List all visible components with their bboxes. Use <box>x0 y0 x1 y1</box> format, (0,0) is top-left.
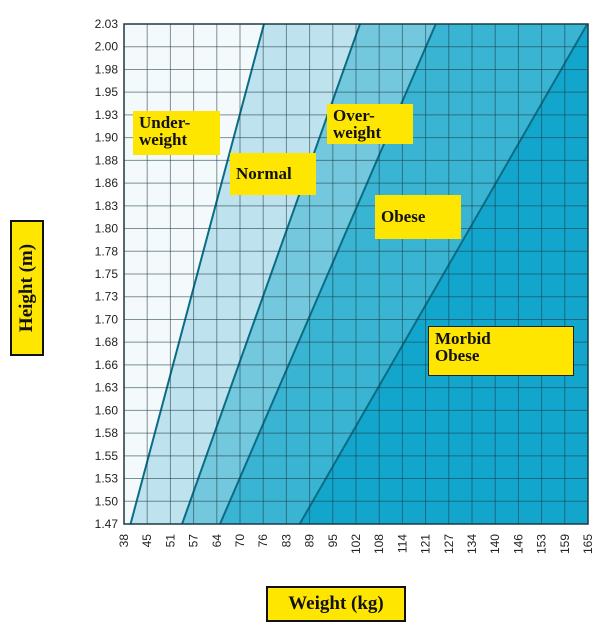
x-tick-label: 146 <box>511 534 525 554</box>
x-tick-label: 102 <box>349 534 363 554</box>
x-tick-label: 57 <box>187 534 201 548</box>
y-tick-label: 1.95 <box>95 85 119 99</box>
label-overweight: Over- weight <box>327 104 413 144</box>
y-tick-label: 1.70 <box>95 312 119 326</box>
label-underweight: Under- weight <box>133 111 220 155</box>
y-tick-label: 1.90 <box>95 131 119 145</box>
y-tick-label: 2.03 <box>95 17 119 31</box>
y-tick-label: 1.66 <box>95 358 119 372</box>
y-tick-label: 1.53 <box>95 472 119 486</box>
x-tick-label: 140 <box>488 534 502 554</box>
x-tick-label: 83 <box>279 534 293 548</box>
y-tick-label: 1.47 <box>95 517 119 531</box>
y-tick-label: 1.86 <box>95 176 119 190</box>
y-tick-label: 1.60 <box>95 403 119 417</box>
y-tick-label: 1.88 <box>95 153 119 167</box>
x-tick-label: 64 <box>210 534 224 548</box>
y-tick-label: 1.80 <box>95 222 119 236</box>
label-obese: Obese <box>375 195 461 239</box>
y-tick-label: 1.98 <box>95 62 119 76</box>
label-morbid-obese: Morbid Obese <box>428 326 574 376</box>
x-tick-label: 114 <box>395 534 409 553</box>
x-tick-label: 121 <box>419 534 433 554</box>
x-tick-label: 134 <box>465 534 479 554</box>
y-tick-label: 2.00 <box>95 40 119 54</box>
y-tick-label: 1.50 <box>95 494 119 508</box>
x-tick-label: 159 <box>558 534 572 554</box>
x-tick-label: 165 <box>581 534 593 554</box>
y-tick-label: 1.58 <box>95 426 119 440</box>
y-tick-label: 1.93 <box>95 108 119 122</box>
x-tick-label: 45 <box>140 534 154 548</box>
x-axis-label: Weight (kg) <box>266 586 406 622</box>
y-tick-label: 1.83 <box>95 199 119 213</box>
y-tick-label: 1.73 <box>95 290 119 304</box>
x-tick-label: 108 <box>372 534 386 554</box>
y-axis-label: Height (m) <box>10 220 44 356</box>
y-tick-label: 1.63 <box>95 381 119 395</box>
x-tick-label: 51 <box>163 534 177 548</box>
x-tick-label: 70 <box>233 534 247 548</box>
y-tick-label: 1.78 <box>95 244 119 258</box>
x-tick-label: 76 <box>256 534 270 548</box>
x-tick-label: 38 <box>117 534 131 548</box>
x-tick-label: 153 <box>535 534 549 554</box>
y-tick-label: 1.75 <box>95 267 119 281</box>
x-tick-label: 89 <box>303 534 317 548</box>
y-tick-label: 1.68 <box>95 335 119 349</box>
label-normal: Normal <box>230 153 316 195</box>
y-tick-label: 1.55 <box>95 449 119 463</box>
x-tick-label: 95 <box>326 534 340 548</box>
x-tick-label: 127 <box>442 534 456 554</box>
